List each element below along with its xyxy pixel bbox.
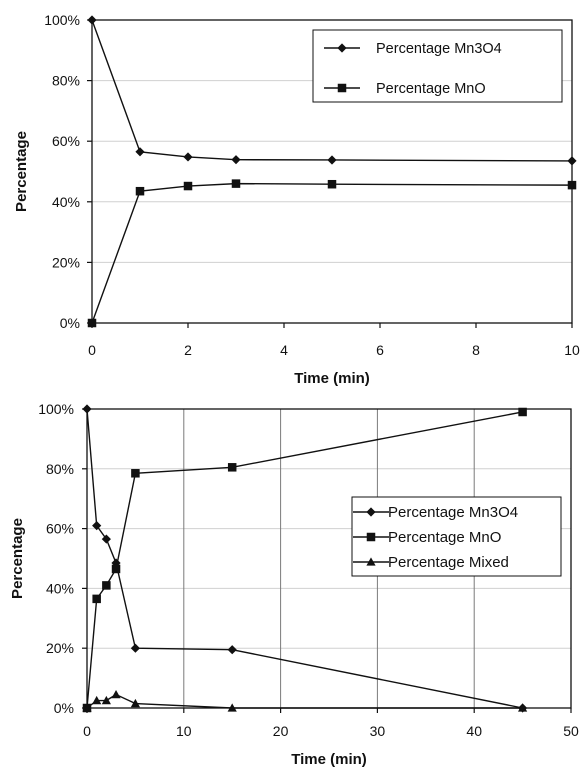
y-tick-label: 100% [38, 401, 74, 417]
chart-1: 0% 20% 40% 60% 80% 100% 0 2 4 6 8 10 Time (min) Perce… [13, 12, 580, 387]
legend-entry: Percentage MnO [324, 81, 486, 97]
x-tick-label: 40 [466, 723, 482, 739]
legend-label: Percentage MnO [388, 529, 501, 546]
data-point-triangle [82, 703, 92, 712]
legend-entry: Percentage Mn3O4 [324, 41, 502, 57]
data-point-diamond [135, 147, 145, 157]
legend-label: Percentage Mn3O4 [376, 41, 502, 57]
chart-2: 0% 20% 40% 60% 80% 100% 0 10 20 30 40 50 Time (min) P… [9, 401, 579, 767]
x-tick-label: 0 [83, 723, 91, 739]
data-point-triangle [101, 695, 111, 705]
data-point-diamond [567, 156, 577, 166]
data-point-square [135, 186, 145, 196]
data-point-diamond [101, 534, 111, 544]
series-line-triangle [86, 693, 523, 709]
x-tick-label: 2 [184, 342, 192, 358]
x-axis-title: Time (min) [291, 751, 367, 767]
x-tick-label: 8 [472, 342, 480, 358]
legend-label: Percentage Mn3O4 [388, 504, 518, 521]
y-tick-label: 60% [46, 521, 74, 537]
plot-frame [91, 19, 573, 324]
x-tick-label: 50 [563, 723, 579, 739]
data-point-square [567, 180, 577, 190]
y-tick-label: 40% [52, 194, 80, 210]
data-point-diamond [227, 645, 237, 655]
legend-marker-square [366, 532, 376, 542]
data-point-triangle [130, 698, 140, 708]
data-point-square [92, 594, 101, 604]
x-axis-title: Time (min) [294, 370, 370, 387]
legend-entry: Percentage Mn3O4 [353, 504, 518, 521]
legend-marker-triangle [366, 557, 376, 566]
x-tick-label: 10 [564, 342, 580, 358]
data-point-triangle [92, 695, 102, 705]
legend-label: Percentage Mixed [388, 554, 509, 571]
legend-entry: Percentage MnO [353, 529, 501, 546]
data-point-diamond [183, 152, 193, 162]
x-tick-label: 0 [88, 342, 96, 358]
legend-marker-square [337, 83, 347, 93]
data-point-square [102, 581, 111, 590]
data-point-square [231, 179, 241, 188]
series-line-diamond [91, 19, 573, 162]
y-tick-label: 80% [46, 461, 74, 477]
data-point-diamond [327, 155, 337, 165]
data-point-diamond [87, 15, 97, 25]
data-point-square [327, 179, 337, 189]
data-point-diamond [82, 404, 92, 414]
data-point-triangle [111, 689, 121, 699]
y-axis-title: Percentage [9, 518, 26, 599]
data-point-square [87, 318, 97, 328]
data-point-triangle [518, 703, 528, 712]
data-point-diamond [92, 521, 102, 531]
x-tick-label: 20 [273, 723, 289, 739]
data-point-diamond [231, 155, 241, 165]
data-point-square [518, 407, 527, 417]
data-point-triangle [227, 703, 237, 712]
y-tick-label: 40% [46, 580, 74, 596]
legend-marker-diamond [337, 43, 347, 53]
x-tick-label: 30 [370, 723, 386, 739]
data-point-square [111, 564, 121, 574]
data-point-square [131, 469, 140, 478]
y-tick-label: 0% [54, 700, 74, 716]
series-line-square [91, 182, 573, 324]
legend-entry: Percentage Mixed [353, 554, 509, 571]
y-tick-label: 80% [52, 73, 80, 89]
y-axis-title: Percentage [13, 131, 30, 212]
x-tick-label: 10 [176, 723, 192, 739]
x-tick-label: 4 [280, 342, 288, 358]
legend-label: Percentage MnO [376, 81, 486, 97]
data-point-diamond [130, 643, 140, 653]
legend-marker-diamond [366, 507, 376, 517]
y-tick-label: 0% [60, 315, 80, 331]
data-point-square [227, 463, 237, 472]
y-tick-label: 20% [46, 640, 74, 656]
y-tick-label: 20% [52, 254, 80, 270]
y-tick-label: 100% [44, 12, 80, 28]
data-point-square [183, 181, 193, 191]
legend-box [312, 29, 563, 103]
x-tick-label: 6 [376, 342, 384, 358]
y-tick-label: 60% [52, 133, 80, 149]
